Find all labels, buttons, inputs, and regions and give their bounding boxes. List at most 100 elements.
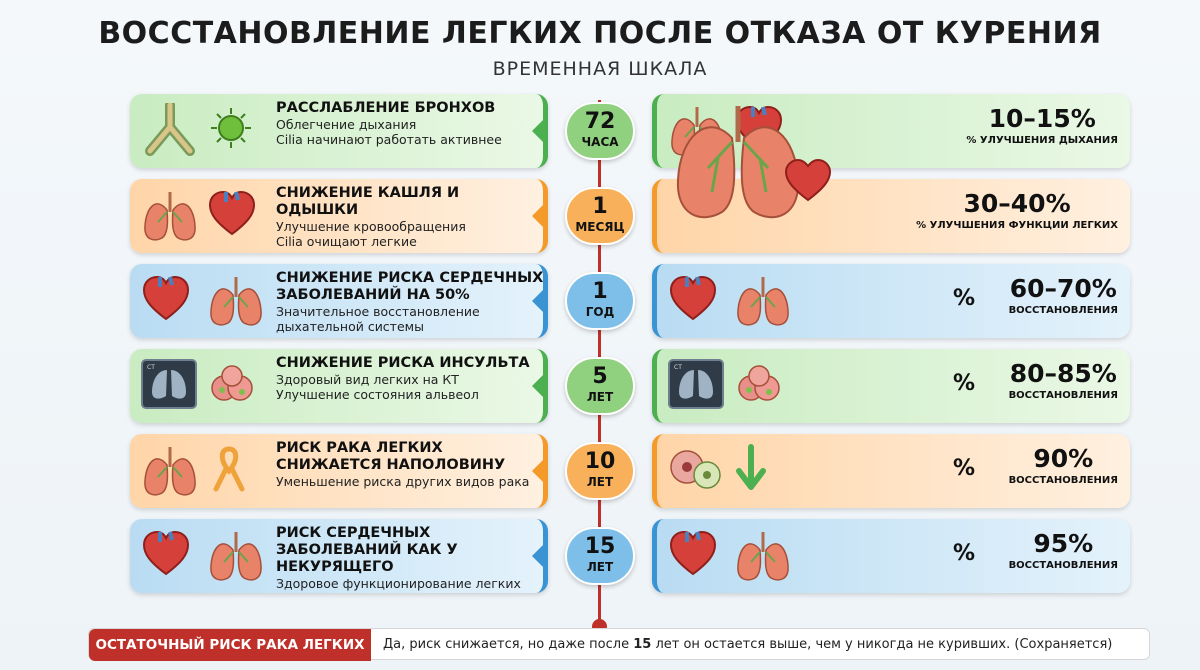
time-badge-number: 15 xyxy=(584,534,616,559)
lungs-icon xyxy=(733,528,793,590)
time-badge: 72 ЧАСА xyxy=(565,102,635,160)
ct-scan-icon: CT xyxy=(667,358,725,414)
milestone-detail: Улучшение состояния альвеол xyxy=(276,387,479,402)
time-badge-number: 72 xyxy=(584,109,616,134)
milestone-card: РАССЛАБЛЕНИЕ БРОНХОВ Облегчение дыхания Ci… xyxy=(130,94,548,168)
recovery-label: ВОССТАНОВЛЕНИЯ xyxy=(1008,390,1118,401)
milestone-heading: РАССЛАБЛЕНИЕ БРОНХОВ xyxy=(276,100,496,116)
milestone-detail: Улучшение кровообращения xyxy=(276,219,466,234)
footer-text-before: Да, риск снижается, но даже после xyxy=(383,637,634,652)
heart-icon xyxy=(667,528,719,584)
page-subtitle: ВРЕМЕННАЯ ШКАЛА xyxy=(492,58,708,80)
milestone-card: СНИЖЕНИЕ КАШЛЯ И ОДЫШКИ Улучшение кровооб… xyxy=(130,179,548,253)
footer-text-after: лет он остается выше, чем у никогда не к… xyxy=(651,637,1113,652)
milestone-detail: Уменьшение риска других видов рака xyxy=(276,474,530,489)
milestone-card: РИСК СЕРДЕЧНЫХ ЗАБОЛЕВАНИЙ КАК У НЕКУРЯЩ… xyxy=(130,519,548,593)
arrow-down-icon xyxy=(733,443,769,499)
milestone-heading: РИСК СЕРДЕЧНЫХ ЗАБОЛЕВАНИЙ КАК У НЕКУРЯЩ… xyxy=(276,525,458,575)
recovery-stat: 90% ВОССТАНОВЛЕНИЯ xyxy=(1009,444,1118,487)
time-badge-unit: ЛЕТ xyxy=(586,390,614,404)
recovery-card: % 90% ВОССТАНОВЛЕНИЯ xyxy=(652,434,1130,508)
heart-icon xyxy=(206,188,258,244)
alveoli-icon xyxy=(206,358,258,414)
timeline-row: CT СНИЖЕНИЕ РИСКА ИНСУЛЬТА Здоровый вид ле… xyxy=(0,349,1200,423)
timeline-row: РИСК СЕРДЕЧНЫХ ЗАБОЛЕВАНИЙ КАК У НЕКУРЯЩ… xyxy=(0,519,1200,593)
alveoli-icon xyxy=(733,358,785,414)
ribbon-icon xyxy=(206,443,252,503)
recovery-icons xyxy=(667,526,797,586)
recovery-percent: 95% xyxy=(1033,529,1094,558)
time-badge-number: 1 xyxy=(592,194,608,219)
milestone-text: СНИЖЕНИЕ РИСКА ИНСУЛЬТА Здоровый вид легк… xyxy=(276,355,543,402)
footer-text-bold: 15 xyxy=(633,637,652,652)
time-badge-number: 1 xyxy=(592,279,608,304)
residual-risk-footer: ОСТАТОЧНЫЙ РИСК РАКА ЛЕГКИХ Да, риск сни… xyxy=(88,628,1150,661)
recovery-percent: 80–85% xyxy=(1009,359,1117,388)
lungs-icon xyxy=(140,188,200,250)
percent-sign: % xyxy=(953,456,976,481)
heart-icon xyxy=(140,273,192,329)
recovery-percent: 30–40% xyxy=(963,189,1071,218)
time-badge-unit: ЛЕТ xyxy=(586,560,614,574)
time-badge: 10 ЛЕТ xyxy=(565,442,635,500)
recovery-card: % 60–70% ВОССТАНОВЛЕНИЯ xyxy=(652,264,1130,338)
milestone-card: РИСК РАКА ЛЕГКИХ СНИЖАЕТСЯ НАПОЛОВИНУ Уме… xyxy=(130,434,548,508)
recovery-label: ВОССТАНОВЛЕНИЯ xyxy=(1008,305,1118,316)
milestone-heading: СНИЖЕНИЕ КАШЛЯ И ОДЫШКИ xyxy=(276,185,460,218)
recovery-percent: 90% xyxy=(1033,444,1094,473)
milestone-text: РИСК РАКА ЛЕГКИХ СНИЖАЕТСЯ НАПОЛОВИНУ Уме… xyxy=(276,440,543,489)
heart-icon xyxy=(667,273,719,329)
milestone-icons xyxy=(140,186,270,246)
recovery-label: % УЛУЧШЕНИЯ ДЫХАНИЯ xyxy=(966,135,1118,146)
recovery-stat: 95% ВОССТАНОВЛЕНИЯ xyxy=(1009,529,1118,572)
milestone-detail: Cilia начинают работать активнее xyxy=(276,132,502,147)
page-title: ВОССТАНОВЛЕНИЕ ЛЕГКИХ ПОСЛЕ ОТКАЗА ОТ КУ… xyxy=(98,16,1102,51)
bacteria-icon xyxy=(206,103,256,157)
lungs-icon xyxy=(733,273,793,335)
timeline-row: СНИЖЕНИЕ РИСКА СЕРДЕЧНЫХ ЗАБОЛЕВАНИЙ НА … xyxy=(0,264,1200,338)
percent-sign: % xyxy=(953,541,976,566)
bronchi-icon xyxy=(140,100,200,163)
time-badge: 1 ГОД xyxy=(565,272,635,330)
milestone-card: CT СНИЖЕНИЕ РИСКА ИНСУЛЬТА Здоровый вид ле… xyxy=(130,349,548,423)
time-badge-unit: МЕСЯЦ xyxy=(575,220,625,234)
time-badge: 15 ЛЕТ xyxy=(565,527,635,585)
milestone-detail: Здоровое функционирование легких xyxy=(276,576,521,591)
recovery-percent: 60–70% xyxy=(1009,274,1117,303)
svg-text:CT: CT xyxy=(147,364,155,371)
recovery-label: % УЛУЧШЕНИЯ ФУНКЦИИ ЛЕГКИХ xyxy=(916,220,1118,231)
svg-text:CT: CT xyxy=(674,364,682,371)
time-badge-unit: ЧАСА xyxy=(581,135,619,149)
recovery-label: ВОССТАНОВЛЕНИЯ xyxy=(1008,560,1118,571)
footer-text: Да, риск снижается, но даже после 15 лет… xyxy=(383,629,1112,661)
heart-icon xyxy=(140,528,192,584)
milestone-detail: дыхательной системы xyxy=(276,319,424,334)
milestone-icons xyxy=(140,441,270,501)
recovery-stat: 30–40% % УЛУЧШЕНИЯ ФУНКЦИИ ЛЕГКИХ xyxy=(916,189,1118,232)
milestone-icons: CT xyxy=(140,356,270,416)
milestone-icons xyxy=(140,100,270,163)
recovery-stat: 80–85% ВОССТАНОВЛЕНИЯ xyxy=(1009,359,1118,402)
recovery-card: % 95% ВОССТАНОВЛЕНИЯ xyxy=(652,519,1130,593)
lungs-icon xyxy=(206,528,266,590)
milestone-card: СНИЖЕНИЕ РИСКА СЕРДЕЧНЫХ ЗАБОЛЕВАНИЙ НА … xyxy=(130,264,548,338)
footer-label: ОСТАТОЧНЫЙ РИСК РАКА ЛЕГКИХ xyxy=(89,629,371,661)
milestone-text: РАССЛАБЛЕНИЕ БРОНХОВ Облегчение дыхания Ci… xyxy=(276,100,543,147)
milestone-heading: РИСК РАКА ЛЕГКИХ СНИЖАЕТСЯ НАПОЛОВИНУ xyxy=(276,440,506,473)
time-badge-unit: ГОД xyxy=(585,305,615,319)
percent-sign: % xyxy=(953,286,976,311)
recovery-icons xyxy=(667,271,797,331)
milestone-heading: СНИЖЕНИЕ РИСКА СЕРДЕЧНЫХ ЗАБОЛЕВАНИЙ НА … xyxy=(276,270,544,303)
time-badge-number: 10 xyxy=(584,449,616,474)
milestone-text: СНИЖЕНИЕ КАШЛЯ И ОДЫШКИ Улучшение кровооб… xyxy=(276,185,543,249)
milestone-detail: Облегчение дыхания xyxy=(276,117,417,132)
recovery-icons xyxy=(667,441,797,501)
lungs-icon xyxy=(140,443,200,505)
recovery-icons: CT xyxy=(667,356,797,416)
time-badge: 1 МЕСЯЦ xyxy=(565,187,635,245)
milestone-icons xyxy=(140,526,270,586)
recovery-stat: 60–70% ВОССТАНОВЛЕНИЯ xyxy=(1009,274,1118,317)
lungs-icon xyxy=(206,273,266,335)
time-badge: 5 ЛЕТ xyxy=(565,357,635,415)
lungs-heart-illustration xyxy=(668,102,838,246)
